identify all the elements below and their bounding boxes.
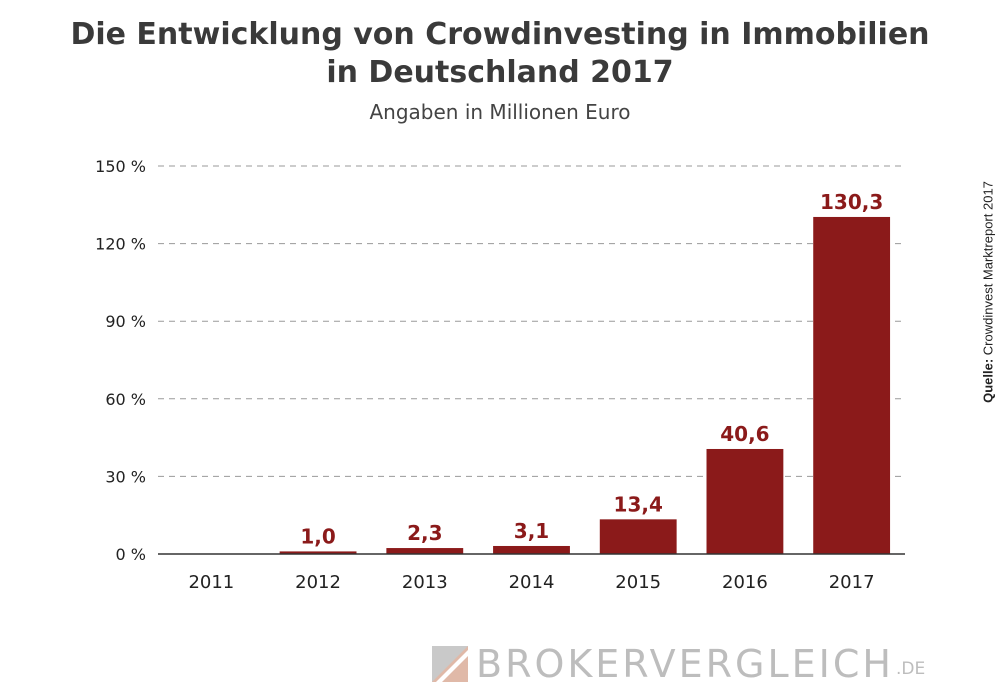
y-tick-label: 150 % xyxy=(95,157,146,176)
bar xyxy=(813,216,891,554)
x-tick-label: 2013 xyxy=(402,572,448,593)
chart-title-line1: Die Entwicklung von Crowdinvesting in Im… xyxy=(70,17,930,52)
source-text: Crowdinvest Marktreport 2017 xyxy=(980,181,996,356)
y-tick-label: 30 % xyxy=(105,467,146,486)
x-tick-label: 2015 xyxy=(615,572,661,593)
bar xyxy=(386,548,464,554)
data-label: 2,3 xyxy=(407,521,442,545)
source-note: Quelle: Crowdinvest Marktreport 2017 xyxy=(981,181,996,403)
data-label: 40,6 xyxy=(720,422,769,446)
chart-subtitle: Angaben in Millionen Euro xyxy=(369,100,631,124)
data-label: 13,4 xyxy=(614,492,663,516)
x-tick-label: 2011 xyxy=(188,572,234,593)
x-tick-label: 2014 xyxy=(509,572,555,593)
data-label: 130,3 xyxy=(820,190,883,214)
y-tick-label: 0 % xyxy=(116,545,146,564)
data-label: 1,0 xyxy=(300,524,335,548)
bar xyxy=(279,551,357,554)
y-tick-label: 120 % xyxy=(95,235,146,254)
brand-logo-icon xyxy=(432,646,468,682)
bar xyxy=(706,448,784,554)
bar xyxy=(493,545,570,554)
x-tick-label: 2012 xyxy=(295,572,341,593)
y-tick-label: 90 % xyxy=(105,312,146,331)
source-label: Quelle: xyxy=(980,358,996,403)
y-tick-label: 60 % xyxy=(105,390,146,409)
brand-tld: .DE xyxy=(896,659,926,679)
brand-name: BROKERVERGLEICH xyxy=(476,642,894,686)
x-tick-label: 2017 xyxy=(829,572,875,593)
chart-title: Die Entwicklung von Crowdinvesting in Im… xyxy=(0,16,1000,92)
bar xyxy=(599,519,677,554)
chart-title-line2: in Deutschland 2017 xyxy=(326,55,674,90)
data-label: 3,1 xyxy=(514,519,549,543)
brand-watermark: BROKERVERGLEICH .DE xyxy=(432,640,925,684)
x-tick-label: 2016 xyxy=(722,572,768,593)
